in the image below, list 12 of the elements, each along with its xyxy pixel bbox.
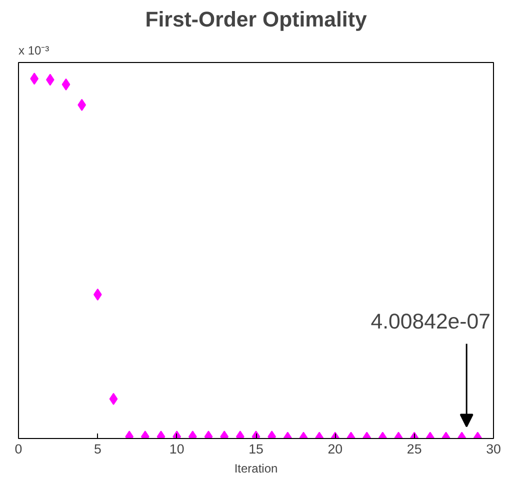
x-tick-label: 0 — [14, 442, 22, 456]
point — [62, 78, 70, 90]
annotation: 4.00842e-07 — [370, 310, 491, 334]
x-tick-label: 10 — [169, 442, 184, 456]
x-tick-label: 20 — [328, 442, 343, 456]
x-tick-label: 30 — [486, 442, 501, 456]
text: x 10⁻³ — [18, 44, 50, 58]
x-axis-title: Iteration — [234, 462, 278, 476]
x-tick-label: 15 — [248, 442, 264, 456]
x-tick-label: 5 — [94, 442, 102, 456]
chart-title: First-Order Optimality — [145, 8, 367, 32]
x-tick-label: 25 — [406, 442, 422, 456]
